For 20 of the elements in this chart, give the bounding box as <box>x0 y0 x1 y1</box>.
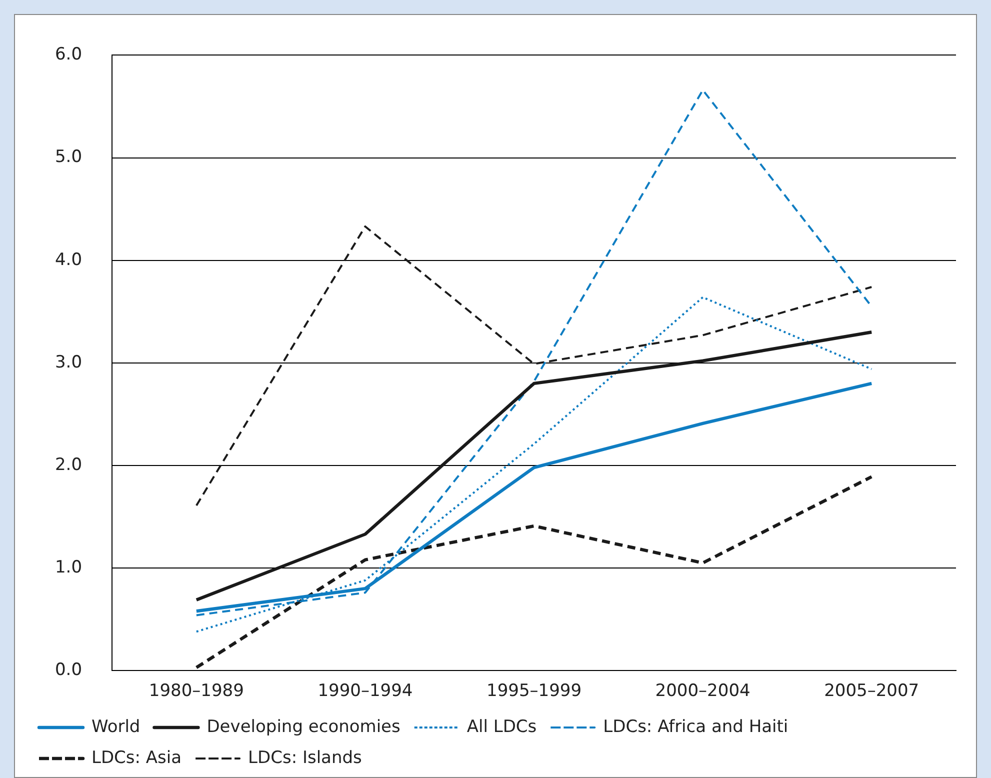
y-tick-label: 5.0 <box>54 147 82 168</box>
legend-label: LDCs: Islands <box>248 748 362 768</box>
y-tick-label: 6.0 <box>54 44 82 65</box>
y-tick-label: 0.0 <box>54 660 82 680</box>
legend-label: LDCs: Africa and Haiti <box>603 716 788 737</box>
legend-label: World <box>92 716 140 737</box>
x-tick-label: 1980–1989 <box>148 681 244 702</box>
y-tick-label: 4.0 <box>54 250 82 270</box>
x-tick-label: 2005–2007 <box>824 681 920 702</box>
line-series <box>195 225 873 506</box>
line-series <box>194 475 874 670</box>
legend-label: LDCs: Asia <box>92 748 182 768</box>
x-tick-label: 1995–1999 <box>486 681 582 702</box>
legend-label: All LDCs <box>466 716 537 737</box>
legend-label: Developing economies <box>206 716 401 737</box>
y-tick-label: 2.0 <box>54 454 82 475</box>
x-tick-label: 2000–2004 <box>655 681 750 702</box>
y-tick-label: 1.0 <box>54 557 82 578</box>
y-tick-label: 3.0 <box>54 352 82 372</box>
x-tick-label: 1990–1994 <box>318 681 413 702</box>
